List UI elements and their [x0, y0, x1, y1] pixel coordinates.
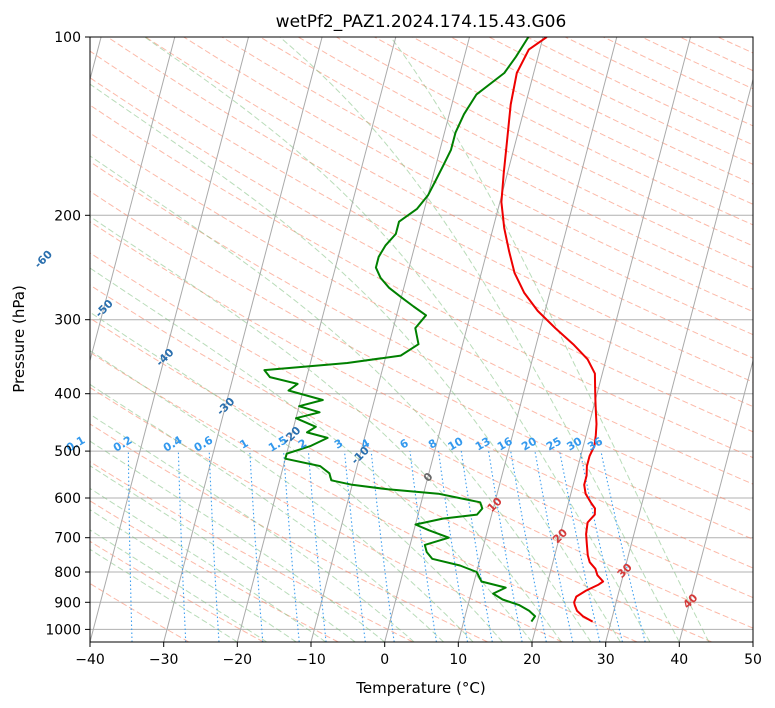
moist-adiabat	[90, 350, 474, 642]
x-tick-label: 30	[597, 652, 615, 668]
mixing-ratio-line	[559, 450, 601, 642]
y-tick-label: 900	[54, 595, 81, 611]
x-tick-label: 0	[380, 652, 389, 668]
moist-adiabat	[90, 529, 268, 642]
y-tick-label: 700	[54, 531, 81, 547]
x-tick-label: −40	[75, 652, 105, 668]
mixing-ratio-line	[370, 451, 395, 642]
dry-adiabat	[90, 252, 753, 599]
dry-adiabat	[90, 351, 638, 642]
moist-adiabat	[90, 487, 326, 642]
moist-adiabat	[390, 37, 710, 642]
dry-adiabat	[221, 37, 753, 313]
moist-adiabat	[90, 383, 444, 642]
dry-adiabat	[259, 37, 753, 290]
chart-title: wetPf2_PAZ1.2024.174.15.43.G06	[276, 12, 567, 32]
dry-adiabat	[90, 582, 190, 642]
isotherm	[531, 37, 691, 642]
x-tick-label: −30	[149, 652, 179, 668]
mixing-ratio-line	[534, 450, 574, 642]
dry-adiabat	[90, 132, 753, 485]
dry-adiabat	[90, 190, 753, 540]
x-tick-label: 40	[670, 652, 688, 668]
plot-frame	[89, 36, 754, 643]
x-tick-label: 20	[523, 652, 541, 668]
sounding-series	[263, 37, 605, 623]
dry-adiabat	[90, 540, 264, 642]
dry-adiabat	[183, 37, 753, 336]
dry-adiabat	[90, 161, 753, 512]
y-tick-label: 400	[54, 387, 81, 403]
dry-adiabat	[90, 386, 563, 642]
dry-adiabat	[107, 37, 753, 383]
mixing-ratio-line	[283, 451, 300, 642]
moist-adiabat	[90, 267, 533, 642]
isotherm	[236, 37, 397, 642]
y-axis-label: Pressure (hPa)	[10, 285, 28, 393]
x-axis-label: Temperature (°C)	[355, 679, 485, 697]
dry-adiabat	[90, 77, 753, 433]
moist-adiabat	[90, 83, 621, 642]
isotherms	[90, 37, 753, 642]
moist-adiabat	[90, 509, 297, 642]
isotherm	[457, 37, 618, 642]
isotherm	[384, 37, 544, 642]
temperature-profile-line	[500, 37, 605, 623]
isotherm	[163, 37, 323, 642]
dewpoint-profile-line	[263, 37, 537, 623]
mixing-ratio-line	[510, 451, 547, 642]
mixing-ratio-line	[307, 451, 327, 642]
dry-adiabats	[90, 37, 753, 642]
y-tick-label: 100	[54, 30, 81, 46]
dry-adiabat	[90, 284, 753, 629]
x-tick-label: −10	[296, 652, 326, 668]
isotherm	[90, 37, 176, 363]
isotherm	[310, 37, 470, 642]
dry-adiabat	[90, 423, 488, 642]
plot-area	[90, 37, 753, 642]
dry-adiabat	[90, 461, 414, 642]
y-tick-label: 600	[54, 491, 81, 507]
moist-adiabat	[279, 37, 680, 642]
isotherm	[605, 77, 753, 642]
mixing-ratio-line	[600, 450, 646, 642]
isotherm	[678, 358, 753, 642]
moist-adiabat	[90, 155, 592, 642]
moist-adiabat	[90, 440, 385, 642]
y-tick-label: 300	[54, 313, 81, 329]
mixing-ratio-line	[579, 450, 623, 642]
moist-adiabat	[90, 465, 356, 642]
x-tick-label: 10	[449, 652, 467, 668]
moist-adiabat	[144, 37, 651, 642]
moist-adiabat	[90, 413, 415, 642]
dry-adiabat	[90, 317, 712, 642]
y-tick-label: 800	[54, 565, 81, 581]
y-tick-label: 1000	[45, 622, 81, 638]
y-tick-label: 200	[54, 208, 81, 224]
mixing-ratio-line	[343, 451, 366, 642]
isotherm	[90, 37, 249, 642]
dry-adiabat	[90, 221, 753, 569]
moist-adiabats	[90, 37, 710, 642]
mixing-ratio-line	[409, 451, 437, 642]
x-tick-label: −20	[223, 652, 253, 668]
x-tick-label: 50	[744, 652, 762, 668]
y-tick-label: 500	[54, 444, 81, 460]
